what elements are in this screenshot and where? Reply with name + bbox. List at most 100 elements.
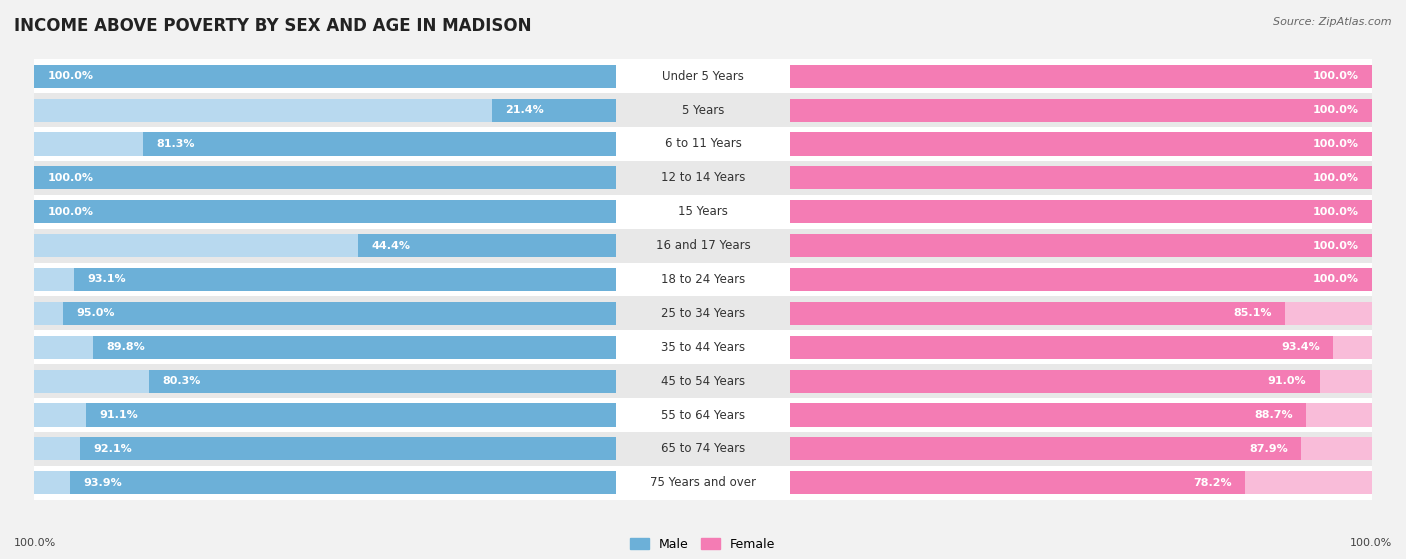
Text: 18 to 24 Years: 18 to 24 Years (661, 273, 745, 286)
Bar (357, 234, 616, 257)
Bar (63, 302, 616, 325)
Text: 6 to 11 Years: 6 to 11 Years (665, 138, 741, 150)
Bar (790, 471, 1246, 494)
Bar (34, 404, 616, 427)
Text: 78.2%: 78.2% (1194, 478, 1232, 488)
Text: 75 Years and over: 75 Years and over (650, 476, 756, 489)
Legend: Male, Female: Male, Female (630, 538, 776, 551)
Bar (34, 167, 616, 190)
Text: Source: ZipAtlas.com: Source: ZipAtlas.com (1274, 17, 1392, 27)
Text: 16 and 17 Years: 16 and 17 Years (655, 239, 751, 252)
Text: 35 to 44 Years: 35 to 44 Years (661, 341, 745, 354)
Text: Under 5 Years: Under 5 Years (662, 70, 744, 83)
Bar (34, 268, 616, 291)
Text: INCOME ABOVE POVERTY BY SEX AND AGE IN MADISON: INCOME ABOVE POVERTY BY SEX AND AGE IN M… (14, 17, 531, 35)
Text: 89.8%: 89.8% (107, 342, 146, 352)
Text: 100.0%: 100.0% (48, 207, 94, 217)
Text: 100.0%: 100.0% (1312, 240, 1358, 250)
Bar (34, 471, 616, 494)
Text: 93.4%: 93.4% (1281, 342, 1320, 352)
Text: 91.1%: 91.1% (100, 410, 138, 420)
Text: 92.1%: 92.1% (93, 444, 132, 454)
Text: 87.9%: 87.9% (1250, 444, 1288, 454)
Bar (790, 98, 1372, 122)
Bar (790, 302, 1285, 325)
Bar (34, 59, 1372, 93)
Bar (34, 200, 616, 223)
Text: 25 to 34 Years: 25 to 34 Years (661, 307, 745, 320)
Bar (790, 471, 1372, 494)
Bar (80, 437, 616, 461)
Bar (34, 65, 616, 88)
Bar (34, 369, 616, 392)
Text: 85.1%: 85.1% (1233, 309, 1272, 319)
Bar (790, 234, 1372, 257)
Bar (34, 132, 616, 155)
Bar (790, 132, 1372, 155)
Text: 100.0%: 100.0% (1312, 71, 1358, 81)
Bar (34, 432, 1372, 466)
Bar (492, 98, 616, 122)
Bar (790, 167, 1372, 190)
Bar (34, 296, 1372, 330)
Bar (70, 471, 616, 494)
Bar (34, 98, 616, 122)
Bar (149, 369, 616, 392)
Bar (790, 268, 1372, 291)
Text: 88.7%: 88.7% (1254, 410, 1292, 420)
Bar (34, 466, 1372, 500)
Text: 100.0%: 100.0% (48, 71, 94, 81)
Text: 44.4%: 44.4% (371, 240, 411, 250)
Bar (790, 200, 1372, 223)
Bar (34, 127, 1372, 161)
Bar (34, 229, 1372, 263)
Text: 95.0%: 95.0% (76, 309, 115, 319)
Text: 21.4%: 21.4% (505, 105, 544, 115)
Bar (790, 437, 1372, 461)
Bar (75, 268, 616, 291)
Bar (790, 404, 1372, 427)
Text: 15 Years: 15 Years (678, 205, 728, 218)
Bar (790, 200, 1372, 223)
Text: 100.0%: 100.0% (1312, 173, 1358, 183)
Bar (86, 404, 616, 427)
Bar (143, 132, 616, 155)
Text: 55 to 64 Years: 55 to 64 Years (661, 409, 745, 421)
Text: 91.0%: 91.0% (1267, 376, 1306, 386)
Bar (34, 65, 616, 88)
Bar (34, 234, 616, 257)
Bar (34, 200, 616, 223)
Text: 100.0%: 100.0% (1312, 207, 1358, 217)
Bar (790, 268, 1372, 291)
Bar (34, 93, 1372, 127)
Bar (34, 398, 1372, 432)
Text: 5 Years: 5 Years (682, 103, 724, 117)
Bar (790, 132, 1372, 155)
Bar (34, 161, 1372, 195)
Bar (790, 369, 1372, 392)
Bar (790, 404, 1306, 427)
Text: 80.3%: 80.3% (162, 376, 201, 386)
Bar (93, 336, 616, 359)
Text: 100.0%: 100.0% (1312, 274, 1358, 285)
Text: 100.0%: 100.0% (14, 538, 56, 548)
Text: 12 to 14 Years: 12 to 14 Years (661, 172, 745, 184)
Bar (790, 336, 1333, 359)
Text: 65 to 74 Years: 65 to 74 Years (661, 442, 745, 456)
Bar (790, 65, 1372, 88)
Bar (790, 167, 1372, 190)
Text: 93.1%: 93.1% (87, 274, 127, 285)
Bar (34, 302, 616, 325)
Bar (790, 437, 1302, 461)
Text: 100.0%: 100.0% (48, 173, 94, 183)
Bar (34, 364, 1372, 398)
Bar (34, 167, 616, 190)
Bar (790, 302, 1372, 325)
Text: 81.3%: 81.3% (156, 139, 195, 149)
Text: 93.9%: 93.9% (83, 478, 122, 488)
Bar (790, 369, 1319, 392)
Bar (34, 195, 1372, 229)
Bar (790, 98, 1372, 122)
Text: 45 to 54 Years: 45 to 54 Years (661, 375, 745, 387)
Bar (34, 437, 616, 461)
